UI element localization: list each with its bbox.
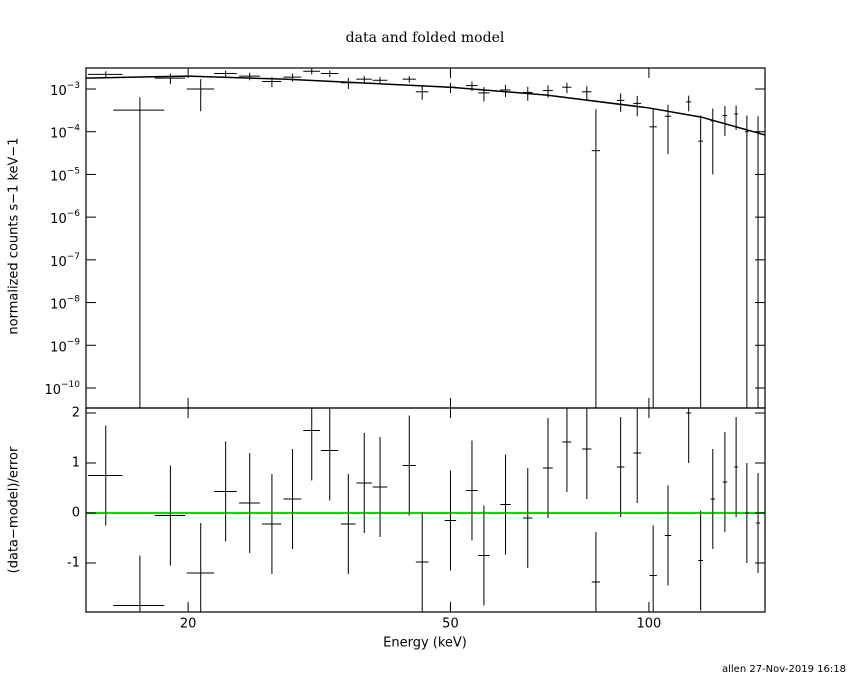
y-tick-label: 2: [72, 406, 80, 421]
y-tick-label: 10−10: [44, 379, 80, 397]
footer: allen 27-Nov-2019 16:18: [722, 664, 846, 675]
x-tick-label: 20: [180, 617, 197, 632]
y-tick-label: 10−5: [50, 166, 80, 184]
model-line: [86, 75, 765, 136]
x-tick-label: 100: [636, 617, 661, 632]
plot-area: [86, 408, 765, 612]
y-tick-label: 0: [72, 506, 80, 521]
x-axis-label: Energy (keV): [383, 636, 467, 651]
y-tick-label: -1: [67, 556, 80, 571]
y-axis-label: normalized counts s−1 keV−1: [7, 137, 22, 334]
y-tick-label: 10−9: [50, 337, 80, 355]
y-tick-label: 1: [72, 456, 80, 471]
y-axis-label: (data−model)/error: [7, 446, 22, 573]
chart-title: data and folded model: [346, 30, 505, 46]
y-tick-label: 10−8: [50, 294, 80, 312]
y-tick-label: 10−3: [50, 80, 80, 98]
y-tick-label: 10−7: [50, 251, 80, 269]
y-tick-label: 10−6: [50, 209, 80, 227]
plot-frame: [85, 67, 766, 409]
y-tick-label: 10−4: [50, 123, 80, 141]
plot-frame: [85, 407, 766, 613]
plot-area: [86, 68, 765, 408]
x-tick-label: 50: [442, 617, 459, 632]
